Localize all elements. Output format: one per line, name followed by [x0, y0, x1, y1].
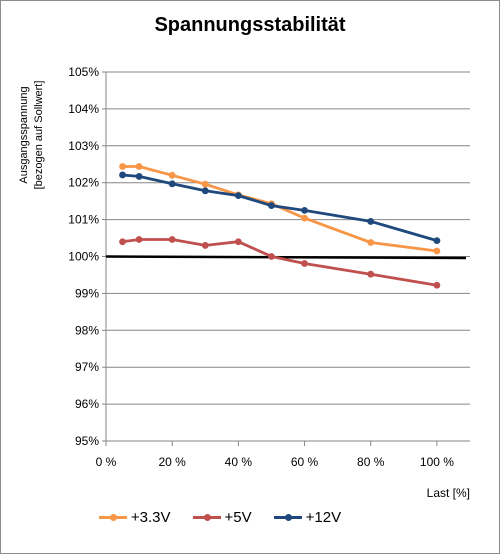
y-tick-label-103: 103%: [68, 139, 99, 153]
data-point-s1-2: [168, 236, 176, 243]
data-point-s0-2: [168, 171, 176, 179]
data-point-s1-0: [119, 238, 126, 246]
data-point-s2-3: [201, 187, 209, 195]
data-point-s1-3: [201, 242, 209, 249]
data-point-s2-5: [268, 202, 275, 209]
y-tick-label-101: 101%: [68, 213, 99, 227]
y-tick-label-102: 102%: [68, 176, 99, 190]
y-tick-label-99: 99%: [75, 286, 99, 300]
legend-label-5v: +5V: [224, 508, 252, 526]
y-tick-label-98: 98%: [75, 323, 99, 337]
y-tick-label-104: 104%: [68, 102, 99, 116]
data-point-s2-7: [367, 218, 375, 225]
data-point-s1-8: [433, 281, 441, 289]
legend-swatch-3v3: [98, 510, 127, 524]
data-point-s0-7: [367, 239, 375, 246]
data-point-s2-6: [301, 206, 308, 214]
data-point-s0-8: [433, 247, 441, 255]
reference-line-100: [105, 255, 467, 260]
legend-label-3v3: +3.3V: [130, 508, 171, 526]
chart-title: Spannungsstabilität: [154, 14, 346, 36]
x-tick-label-20: 20 %: [159, 455, 187, 469]
y-tick-label-95: 95%: [75, 434, 99, 448]
x-tick-label-80: 80 %: [357, 455, 385, 469]
data-point-s0-6: [301, 214, 308, 222]
data-point-s2-0: [119, 171, 126, 179]
data-point-s2-2: [168, 180, 176, 188]
data-point-s0-3: [201, 180, 209, 188]
legend-label-12v: +12V: [305, 508, 342, 526]
data-point-s1-4: [234, 238, 242, 246]
x-axis-label: Last [%]: [426, 486, 470, 500]
data-point-s1-7: [367, 270, 375, 278]
data-point-s2-8: [433, 237, 441, 245]
y-tick-label-100: 100%: [68, 250, 99, 264]
data-point-s1-1: [135, 236, 143, 243]
y-tick-label-105: 105%: [68, 65, 99, 79]
legend: +3.3V +5V +12V: [0, 505, 500, 529]
data-point-s1-5: [268, 253, 275, 260]
data-point-s1-6: [301, 260, 308, 267]
legend-swatch-5v: [192, 510, 221, 524]
data-point-s0-0: [119, 163, 126, 170]
x-tick-label-0: 0 %: [96, 455, 117, 469]
y-tick-label-97: 97%: [75, 360, 99, 374]
legend-item-5v: +5V: [192, 508, 252, 526]
series-line-1: [122, 238, 438, 287]
legend-swatch-12v: [273, 510, 302, 524]
data-point-s0-1: [135, 163, 143, 170]
y-tick-label-96: 96%: [75, 397, 99, 411]
x-tick-label-40: 40 %: [225, 455, 253, 469]
legend-item-12v: +12V: [273, 508, 342, 526]
legend-item-3v3: +3.3V: [98, 508, 171, 526]
data-point-s2-1: [135, 173, 143, 180]
x-tick-label-100: 100 %: [420, 455, 454, 469]
x-tick-label-60: 60 %: [291, 455, 319, 469]
data-point-s2-4: [234, 192, 242, 200]
